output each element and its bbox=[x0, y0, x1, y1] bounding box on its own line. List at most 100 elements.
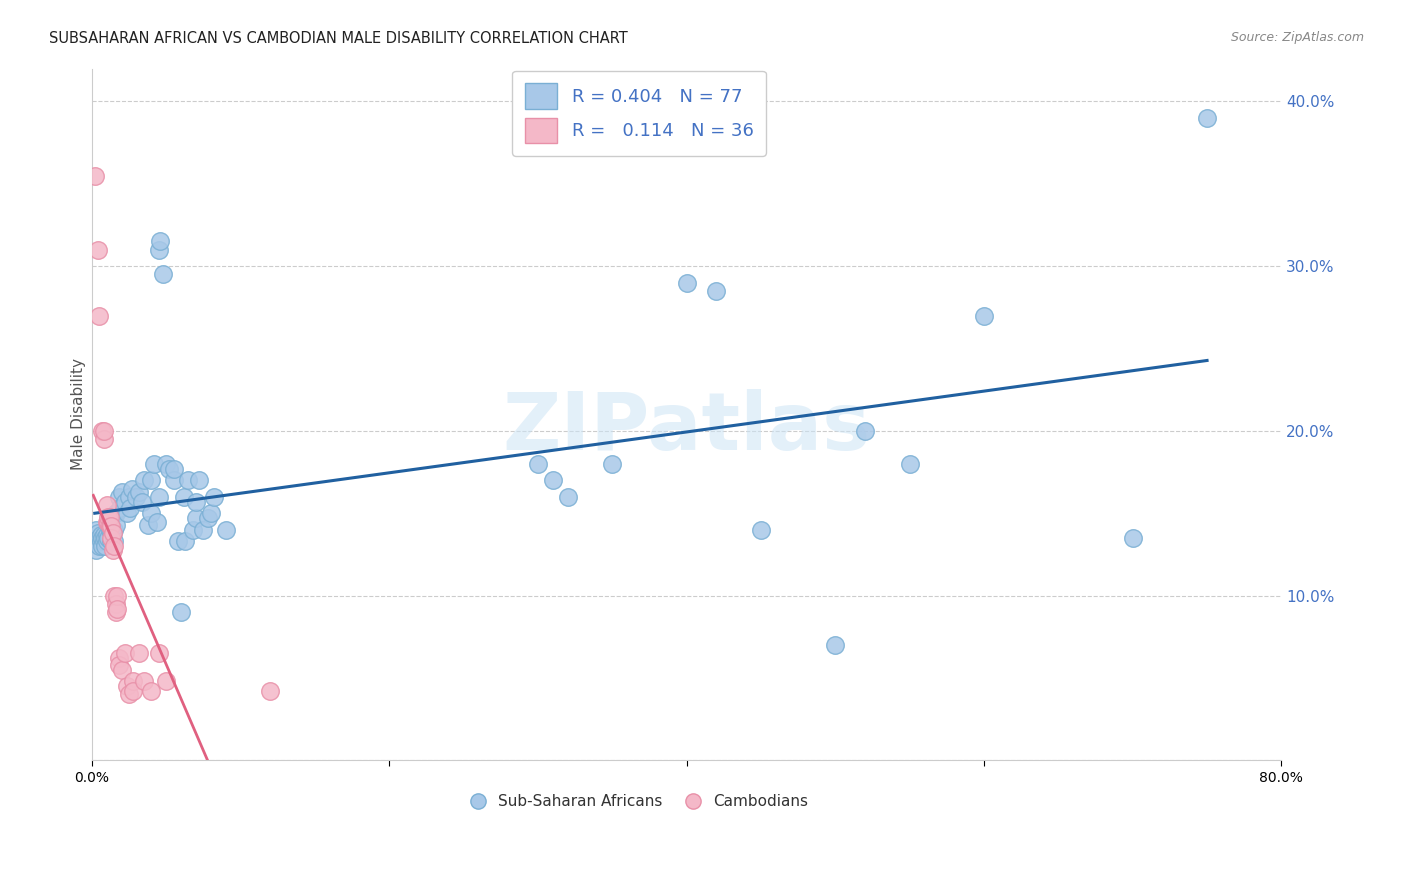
Point bbox=[177, 474, 200, 488]
Point bbox=[704, 284, 727, 298]
Point bbox=[824, 638, 846, 652]
Point bbox=[200, 506, 222, 520]
Point bbox=[162, 462, 184, 476]
Point bbox=[853, 424, 876, 438]
Point bbox=[105, 602, 128, 616]
Point bbox=[146, 515, 169, 529]
Point bbox=[89, 539, 111, 553]
Point bbox=[100, 523, 122, 537]
Point bbox=[141, 684, 163, 698]
Point bbox=[174, 534, 197, 549]
Point bbox=[184, 511, 207, 525]
Point bbox=[118, 490, 141, 504]
Point bbox=[152, 268, 174, 282]
Point bbox=[96, 527, 118, 541]
Point bbox=[107, 651, 129, 665]
Point bbox=[675, 276, 697, 290]
Point bbox=[87, 534, 110, 549]
Point bbox=[173, 490, 195, 504]
Point bbox=[90, 527, 112, 541]
Point bbox=[110, 484, 132, 499]
Point bbox=[973, 309, 995, 323]
Point bbox=[132, 674, 155, 689]
Point bbox=[155, 457, 177, 471]
Point bbox=[98, 519, 121, 533]
Legend: Sub-Saharan Africans, Cambodians: Sub-Saharan Africans, Cambodians bbox=[464, 788, 814, 815]
Point bbox=[104, 597, 127, 611]
Point bbox=[557, 490, 579, 504]
Point bbox=[96, 515, 118, 529]
Point bbox=[108, 501, 131, 516]
Point bbox=[187, 474, 209, 488]
Point bbox=[114, 646, 136, 660]
Point bbox=[89, 309, 111, 323]
Point bbox=[100, 534, 122, 549]
Point bbox=[87, 526, 110, 541]
Point bbox=[114, 495, 136, 509]
Point bbox=[118, 688, 141, 702]
Point bbox=[84, 523, 107, 537]
Point bbox=[143, 457, 166, 471]
Point bbox=[91, 531, 114, 545]
Point bbox=[155, 674, 177, 689]
Point bbox=[110, 663, 132, 677]
Point bbox=[105, 589, 128, 603]
Point bbox=[87, 243, 110, 257]
Point bbox=[97, 531, 120, 545]
Point bbox=[125, 490, 148, 504]
Point bbox=[93, 424, 115, 438]
Point bbox=[97, 509, 120, 524]
Point bbox=[83, 534, 105, 549]
Point bbox=[148, 243, 170, 257]
Point bbox=[120, 501, 142, 516]
Point bbox=[141, 506, 163, 520]
Point bbox=[541, 474, 564, 488]
Point bbox=[100, 519, 122, 533]
Point bbox=[128, 484, 150, 499]
Point bbox=[121, 482, 143, 496]
Point bbox=[107, 657, 129, 672]
Y-axis label: Male Disability: Male Disability bbox=[72, 359, 86, 470]
Point bbox=[98, 523, 121, 537]
Point bbox=[527, 457, 550, 471]
Point bbox=[104, 605, 127, 619]
Point bbox=[259, 684, 281, 698]
Text: SUBSAHARAN AFRICAN VS CAMBODIAN MALE DISABILITY CORRELATION CHART: SUBSAHARAN AFRICAN VS CAMBODIAN MALE DIS… bbox=[49, 31, 628, 46]
Point bbox=[83, 169, 105, 183]
Point bbox=[162, 474, 184, 488]
Point bbox=[128, 646, 150, 660]
Point bbox=[749, 523, 772, 537]
Point bbox=[101, 542, 124, 557]
Point bbox=[93, 534, 115, 549]
Point bbox=[104, 506, 127, 520]
Point bbox=[132, 474, 155, 488]
Point bbox=[103, 523, 125, 537]
Point bbox=[184, 495, 207, 509]
Point bbox=[181, 523, 204, 537]
Point bbox=[117, 506, 139, 520]
Point bbox=[117, 679, 139, 693]
Point bbox=[98, 509, 121, 524]
Point bbox=[89, 531, 111, 545]
Point bbox=[103, 534, 125, 549]
Point bbox=[104, 517, 127, 532]
Point bbox=[1122, 531, 1144, 545]
Point bbox=[91, 424, 114, 438]
Point bbox=[122, 674, 145, 689]
Point bbox=[197, 511, 219, 525]
Point bbox=[898, 457, 921, 471]
Point bbox=[167, 534, 190, 549]
Point bbox=[193, 523, 215, 537]
Point bbox=[96, 534, 118, 549]
Point bbox=[600, 457, 623, 471]
Point bbox=[94, 531, 117, 545]
Point bbox=[1195, 111, 1218, 125]
Point bbox=[170, 605, 193, 619]
Text: Source: ZipAtlas.com: Source: ZipAtlas.com bbox=[1230, 31, 1364, 45]
Point bbox=[141, 474, 163, 488]
Point bbox=[91, 539, 114, 553]
Point bbox=[136, 517, 159, 532]
Point bbox=[100, 531, 122, 545]
Point bbox=[202, 490, 225, 504]
Text: ZIPatlas: ZIPatlas bbox=[502, 389, 870, 467]
